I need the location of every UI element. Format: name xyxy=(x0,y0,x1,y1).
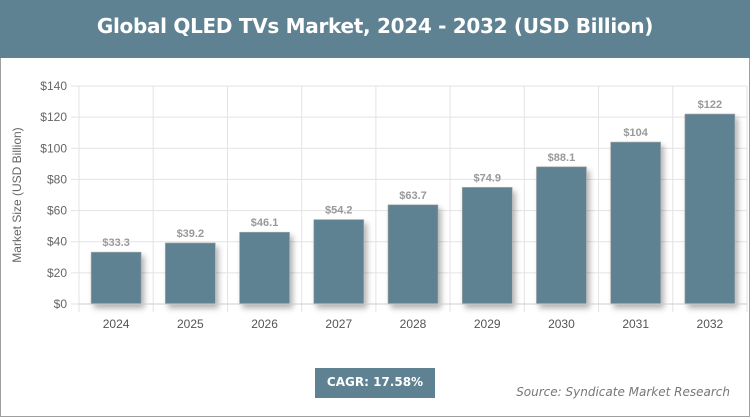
data-label: $46.1 xyxy=(251,217,279,229)
y-tick-label: $20 xyxy=(47,266,67,280)
x-tick-label: 2031 xyxy=(622,317,649,331)
x-tick-label: 2024 xyxy=(103,317,130,331)
bar-2029 xyxy=(461,187,513,305)
source-note: Source: Syndicate Market Research xyxy=(516,385,730,399)
x-tick-label: 2030 xyxy=(548,317,575,331)
bar-2025 xyxy=(165,242,216,305)
data-label: $54.2 xyxy=(325,205,353,217)
y-tick-label: $60 xyxy=(47,204,67,218)
x-tick-label: 2029 xyxy=(474,317,501,331)
y-tick-label: $0 xyxy=(54,297,68,311)
y-tick-label: $100 xyxy=(40,141,67,155)
bar-2026 xyxy=(239,231,290,305)
bar-2032 xyxy=(684,113,736,305)
x-tick-label: 2026 xyxy=(251,317,278,331)
data-label: $122 xyxy=(698,99,722,111)
x-tick-label: 2025 xyxy=(177,317,204,331)
y-tick-label: $80 xyxy=(47,172,67,186)
cagr-badge: CAGR: 17.58% xyxy=(315,368,435,398)
bar-2024 xyxy=(90,251,142,305)
data-label: $39.2 xyxy=(177,228,205,240)
bar-2028 xyxy=(387,204,439,305)
data-label: $104 xyxy=(623,127,648,139)
x-tick-label: 2027 xyxy=(325,317,352,331)
y-axis-label: Market Size (USD Billion) xyxy=(10,127,24,262)
y-tick-label: $40 xyxy=(47,235,67,249)
data-label: $88.1 xyxy=(548,152,576,164)
y-tick-label: $140 xyxy=(40,79,67,93)
data-label: $63.7 xyxy=(399,190,427,202)
data-label: $33.3 xyxy=(102,237,130,249)
bar-2031 xyxy=(610,141,661,305)
bar-2027 xyxy=(313,219,365,305)
x-tick-label: 2032 xyxy=(697,317,724,331)
x-tick-label: 2028 xyxy=(400,317,427,331)
data-label: $74.9 xyxy=(473,172,501,184)
chart-title: Global QLED TVs Market, 2024 - 2032 (USD… xyxy=(0,0,750,58)
y-tick-label: $120 xyxy=(40,110,67,124)
bar-2030 xyxy=(536,166,587,305)
